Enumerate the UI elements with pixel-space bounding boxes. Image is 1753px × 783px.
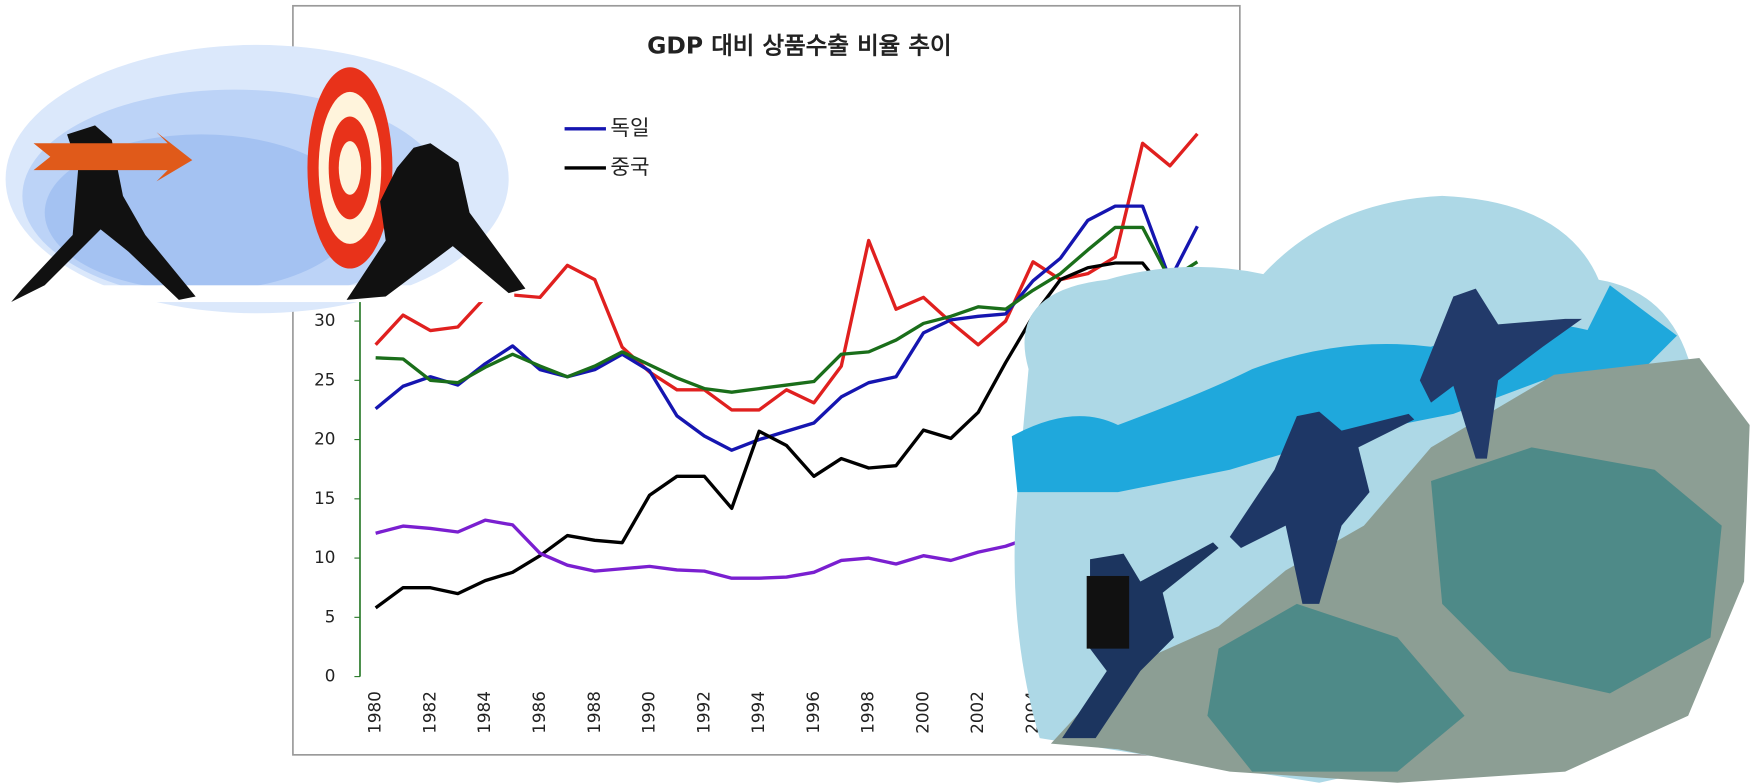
y-tick-label: 30 <box>314 310 335 330</box>
x-tick-label: 1996 <box>803 691 823 734</box>
clip-edge <box>11 285 514 302</box>
chart-title: GDP 대비 상품수출 비율 추이 <box>647 32 952 60</box>
climbers-clipart <box>1012 196 1750 783</box>
legend-label: 중국 <box>610 155 649 180</box>
y-tick-label: 25 <box>314 369 335 389</box>
x-tick-label: 1984 <box>474 691 494 734</box>
backpack <box>1087 576 1129 649</box>
slide: GDP 대비 상품수출 비율 추이 0510152025303540455019… <box>0 0 1753 783</box>
x-tick-label: 1982 <box>419 691 439 734</box>
y-tick-label: 0 <box>325 666 336 686</box>
y-tick-label: 5 <box>325 606 336 626</box>
x-tick-label: 1994 <box>748 691 768 734</box>
legend-label: 독일 <box>610 116 649 141</box>
page: {"chart_data": {"type": "line", "title":… <box>0 0 1753 783</box>
x-tick-label: 1998 <box>858 691 878 734</box>
x-tick-label: 1992 <box>693 691 713 734</box>
x-tick-label: 2002 <box>967 691 987 734</box>
y-tick-label: 10 <box>314 547 335 567</box>
y-tick-label: 20 <box>314 429 335 449</box>
x-tick-label: 1980 <box>365 691 385 734</box>
y-tick-label: 15 <box>314 488 335 508</box>
x-tick-label: 1990 <box>639 691 659 734</box>
x-tick-label: 1986 <box>529 691 549 734</box>
x-tick-label: 2000 <box>912 691 932 734</box>
target <box>339 141 361 195</box>
x-tick-label: 1988 <box>584 691 604 734</box>
